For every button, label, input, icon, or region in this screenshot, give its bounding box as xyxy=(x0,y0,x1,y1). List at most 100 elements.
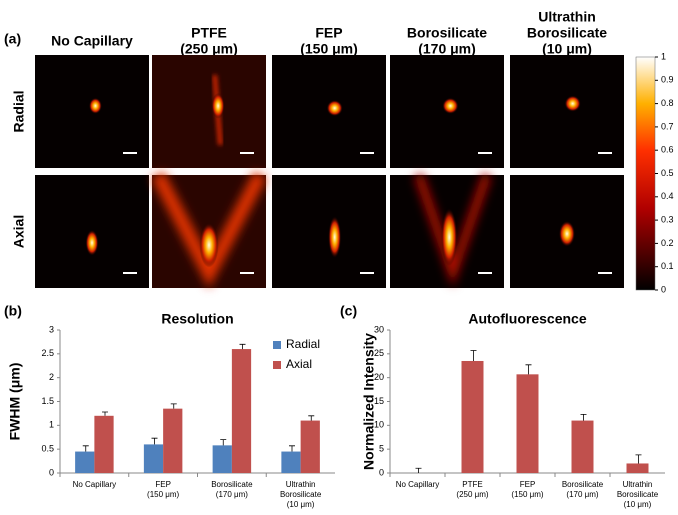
error-bar xyxy=(415,467,422,473)
legend-label: Axial xyxy=(286,357,312,371)
image-spot xyxy=(328,216,342,258)
x-tick-label: (250 μm) xyxy=(456,490,489,499)
image-spot xyxy=(442,97,459,114)
x-tick-label: FEP xyxy=(155,480,171,489)
x-tick-label: (170 μm) xyxy=(566,490,599,499)
legend-swatch xyxy=(273,341,281,349)
column-header: Ultrathin xyxy=(538,9,596,25)
image-spot xyxy=(211,93,225,119)
microscopy-image xyxy=(272,175,386,288)
x-tick-label: Ultrathin xyxy=(623,480,653,489)
column-header: FEP xyxy=(315,25,342,41)
image-streak xyxy=(151,171,267,289)
x-tick-label: No Capillary xyxy=(73,480,117,489)
error-bar xyxy=(82,445,89,452)
x-tick-label: (150 μm) xyxy=(147,490,180,499)
x-tick-label: Ultrathin xyxy=(286,480,316,489)
bar xyxy=(516,374,539,473)
panel-label: (b) xyxy=(4,303,22,319)
x-tick-label: Borosilicate xyxy=(211,480,253,489)
image-streak xyxy=(414,173,492,287)
bar xyxy=(143,444,164,473)
column-header: (10 μm) xyxy=(542,41,592,57)
microscopy-image xyxy=(35,175,149,288)
column-header: Borosilicate xyxy=(407,25,487,41)
y-tick-label: 1.5 xyxy=(41,396,54,406)
bar xyxy=(94,415,114,473)
x-tick-label: PTFE xyxy=(462,480,482,489)
column-header: (170 μm) xyxy=(418,41,476,57)
y-tick-label: 2 xyxy=(49,372,54,382)
microscopy-image xyxy=(390,55,504,168)
row-label: Radial xyxy=(11,90,27,132)
microscopy-image xyxy=(510,55,624,168)
column-header: PTFE xyxy=(191,25,227,41)
error-bar xyxy=(580,413,587,421)
chart-title: Resolution xyxy=(161,311,233,327)
x-tick-label: (170 μm) xyxy=(216,490,249,499)
column-header: (250 μm) xyxy=(180,41,238,57)
microscopy-image xyxy=(35,55,149,168)
x-tick-label: Borosilicate xyxy=(617,490,659,499)
error-bar xyxy=(289,445,295,452)
bar xyxy=(281,451,301,473)
chart-title: Autofluorescence xyxy=(468,311,586,327)
colorbar-tick-label: 0.3 xyxy=(661,214,674,224)
colorbar-tick-label: 0.1 xyxy=(661,261,674,271)
colorbar xyxy=(635,56,656,291)
image-background xyxy=(152,55,266,168)
y-tick-label: 0.5 xyxy=(41,444,54,454)
y-tick-label: 2.5 xyxy=(41,348,54,358)
image-spot xyxy=(441,208,458,266)
column-header: (150 μm) xyxy=(300,41,358,57)
y-tick-label: 15 xyxy=(374,396,384,406)
y-tick-label: 5 xyxy=(379,444,384,454)
error-bar xyxy=(170,403,177,409)
image-spot xyxy=(85,230,99,256)
bar xyxy=(461,360,484,473)
panel-label: (a) xyxy=(4,31,21,47)
colorbar-tick-label: 0 xyxy=(661,284,666,294)
colorbar-tick-label: 0.4 xyxy=(661,191,674,201)
y-tick-label: 0 xyxy=(379,467,384,477)
image-spot xyxy=(89,97,102,114)
x-tick-label: (150 μm) xyxy=(511,490,544,499)
colorbar-tick-label: 1 xyxy=(661,51,666,61)
image-spot xyxy=(199,222,219,268)
bar xyxy=(75,451,95,473)
microscopy-image xyxy=(152,55,266,168)
colorbar-tick-label: 0.8 xyxy=(661,98,674,108)
error-bar xyxy=(635,454,642,464)
legend-swatch xyxy=(273,361,281,369)
image-spot xyxy=(326,100,343,117)
y-axis-label: Normalized Intensity xyxy=(361,333,377,470)
error-bar xyxy=(239,343,246,350)
error-bar xyxy=(308,415,315,421)
image-spot xyxy=(564,95,581,112)
microscopy-image xyxy=(390,173,504,288)
y-tick-label: 30 xyxy=(374,324,384,334)
microscopy-image xyxy=(510,175,624,288)
panel-label: (c) xyxy=(340,303,357,319)
legend-label: Radial xyxy=(286,337,320,351)
y-tick-label: 10 xyxy=(374,420,384,430)
error-bar xyxy=(220,439,227,446)
row-label: Axial xyxy=(11,215,27,248)
colorbar-tick-label: 0.2 xyxy=(661,238,674,248)
error-bar xyxy=(470,350,477,361)
microscopy-image xyxy=(151,171,267,289)
colorbar-tick-label: 0.9 xyxy=(661,75,674,85)
bar xyxy=(626,463,649,473)
error-bar xyxy=(102,411,108,416)
bar xyxy=(300,420,320,473)
x-tick-label: No Capillary xyxy=(396,480,440,489)
y-tick-label: 1 xyxy=(49,420,54,430)
colorbar-tick-label: 0.5 xyxy=(661,168,674,178)
error-bar xyxy=(151,437,158,445)
y-tick-label: 25 xyxy=(374,348,384,358)
image-spot xyxy=(559,220,575,247)
error-bar xyxy=(525,364,532,375)
bar xyxy=(163,408,183,473)
